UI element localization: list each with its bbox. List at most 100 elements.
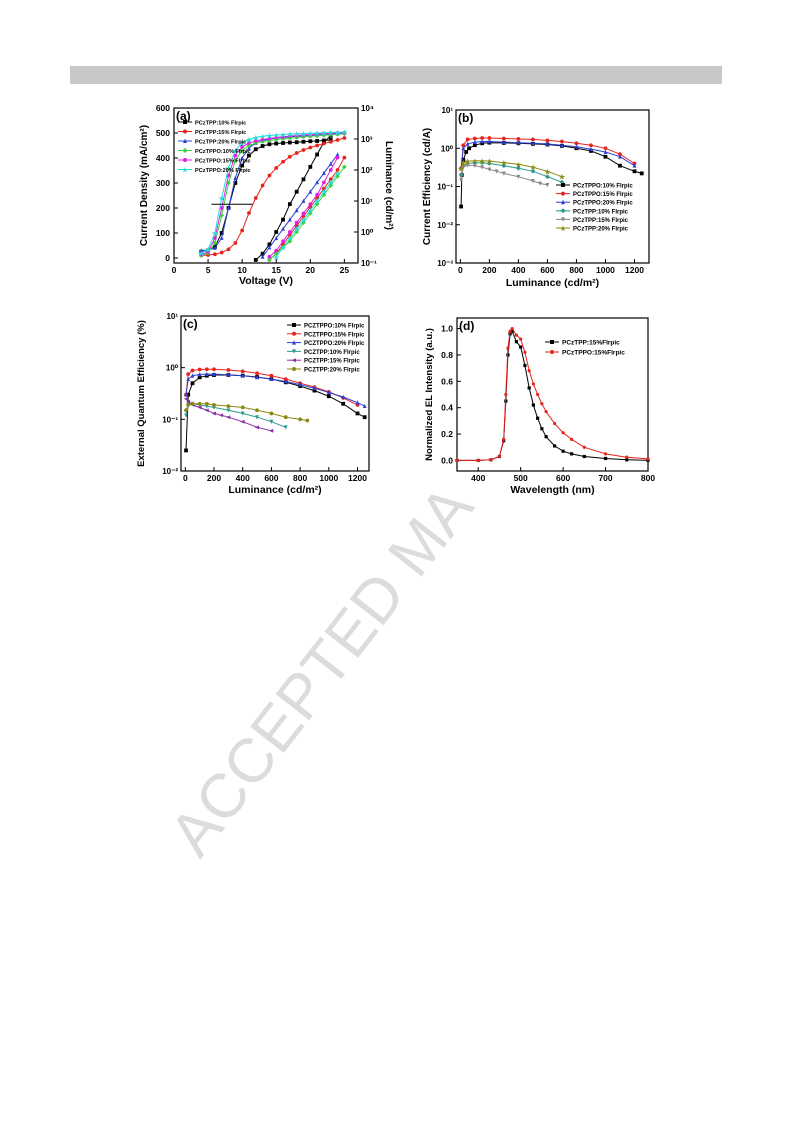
panel-b-series-1-point [516, 137, 521, 141]
panel-a-legend-marker [183, 120, 187, 124]
panel-d-ytick-label: 1.0 [441, 324, 453, 334]
panel-a-y2tick-label: 10⁻¹ [361, 259, 377, 268]
panel-b-series-2-point [480, 139, 485, 144]
panel-a-y-axis-label: Current Density (mA/cm²) [139, 125, 150, 246]
panel-b-series-2-point [531, 140, 535, 146]
panel-a-jv-series-0-point [274, 141, 279, 146]
panel-b-legend-label: PCzTPP:10% FIrpic [573, 209, 629, 215]
panel-c-series-1-point [204, 367, 209, 372]
panel-a-jv-series-0-point [301, 139, 306, 144]
panel-b-series-2-point [574, 144, 579, 149]
panel-a-lv-series-5-point: ★ [279, 244, 286, 253]
panel-a-lv-series-0-point [253, 258, 258, 262]
panel-d-series-0-point [510, 329, 514, 333]
panel-a-jv-series-0-point [315, 139, 320, 143]
panel-b-series-2-line [460, 141, 635, 169]
panel-a-jv-series-5-point: ★ [293, 130, 300, 139]
panel-b-series-3-point [501, 163, 507, 169]
panel-c-series-2-point [255, 375, 259, 380]
panel-a-x-axis-label: Voltage (V) [239, 275, 293, 287]
panel-b-series-3-point [486, 161, 492, 166]
panel-c-series-4-point [254, 425, 259, 430]
panel-a-jv-series-1-point [212, 252, 217, 257]
panel-b-series-5-point: ★ [464, 157, 471, 166]
panel-b-x-axis-label: Luminance (cd/m²) [506, 277, 599, 289]
panel-d-x-axis-label: Wavelength (nm) [510, 484, 594, 496]
panel-d-series-1-line [457, 327, 649, 461]
panel-a-jv-series-3-point [239, 148, 245, 153]
panel-d-legend-label: PCzTPPO:15%FIrpic [562, 350, 625, 357]
panel-c-ytick-label: 10⁻¹ [162, 415, 178, 424]
panel-d-series-1-point [508, 329, 512, 333]
panel-c-series-0-point [355, 411, 360, 416]
panel-c-series-5-point [186, 403, 191, 407]
panel-b-series-2-point [545, 141, 550, 146]
panel-a-y2tick-label: 10⁴ [361, 104, 374, 113]
panel-a-jv-series-1-point [219, 250, 224, 255]
panel-c-series-5-point [184, 408, 188, 413]
panel-d-series-1-point [561, 431, 565, 435]
panel-a-jv-series-0-point [219, 231, 224, 235]
panel-c-series-4-point [197, 405, 202, 410]
panel-a-xtick-label: 10 [237, 265, 247, 275]
panel-a-jv-series-1-point [322, 141, 326, 146]
panel-a-jv-series-5-line [201, 131, 345, 254]
panel-a-jv-series-5-point: ★ [239, 139, 246, 148]
panel-d-series-1-point [646, 457, 650, 461]
panel-b-xtick-label: 800 [569, 265, 583, 275]
panel-b-series-1-point [545, 138, 550, 143]
panel-d-series-0-point [519, 345, 523, 349]
panel-a-jv-series-1-point [240, 228, 245, 233]
panel-a-lv-series-0-point [274, 230, 279, 234]
panel-d-series-0-point [527, 386, 531, 390]
panel-a-jv-series-5-point: ★ [307, 129, 314, 138]
panel-a-jv-series-1-point [301, 148, 306, 152]
panel-c-series-2-point [355, 400, 360, 405]
panel-a-plot-frame [173, 107, 359, 264]
panel-a-jv-series-1-point [247, 211, 251, 215]
panel-c-series-0-point [197, 375, 202, 380]
panel-b-ytick-label: 10¹ [441, 106, 453, 115]
panel-d-series-0-point [523, 363, 527, 368]
panel-b-xtick-label: 0 [458, 265, 463, 275]
panel-c-xtick-label: 1000 [319, 473, 338, 483]
panel-b-ytick-label: 10⁻³ [437, 259, 453, 268]
panel-c-series-0-point [362, 415, 367, 420]
panel-d-series-0-point [561, 449, 565, 453]
panel-a-lv-series-4-point [287, 230, 292, 234]
panel-c-series-0-point [184, 448, 188, 453]
panel-a-lv-series-5-point: ★ [273, 253, 280, 262]
panel-a-jv-series-4-point [199, 252, 204, 257]
panel-d-series-1-point [502, 437, 506, 441]
panel-a-lv-series-4-point [274, 248, 279, 253]
panel-a-y2tick-label: 10² [361, 166, 373, 175]
panel-a-jv-series-0-point [253, 147, 258, 152]
panel-a-jv-series-1-line [201, 137, 345, 256]
panel-c-series-5-point [240, 405, 245, 410]
panel-a-y2tick-label: 10³ [361, 135, 373, 144]
panel-b-series-4-point [538, 181, 543, 186]
panel-b-series-5-point: ★ [529, 163, 536, 172]
panel-a-jv-series-0-point [240, 163, 245, 168]
panel-a-jv-series-4-point [267, 136, 272, 141]
panel-c-y-axis-label: External Quantum Efficiency (%) [136, 320, 147, 467]
panel-a-jv-series-3-point [260, 139, 265, 144]
panel-a-jv-series-5-point: ★ [252, 134, 259, 143]
panel-c-series-1-line [185, 368, 358, 406]
panel-d-series-1-point [476, 458, 480, 463]
panel-d-series-1-point [523, 350, 527, 354]
panel-a-jv-series-3-line [201, 133, 345, 256]
panel-b-xtick-label: 200 [482, 265, 496, 275]
panel-c-xtick-label: 1200 [348, 473, 367, 483]
panel-b-series-2-point [632, 163, 637, 168]
panel-a-lv-series-4-point [322, 180, 326, 185]
panel-d-chart: 400 500 600 700 800 Wavelength (nm) 0.0 0.2 0.4 0… [424, 317, 655, 496]
panel-c-series-3-point [255, 415, 259, 420]
panel-b-xtick-label: 400 [511, 265, 525, 275]
panel-a-jv-series-4-point [226, 173, 231, 178]
panel-b-series-0-point [632, 169, 637, 174]
panel-b-series-1-point [461, 143, 466, 148]
panel-a-y2tick-label: 10⁰ [361, 228, 374, 237]
panel-b-series-5-line [460, 160, 563, 178]
